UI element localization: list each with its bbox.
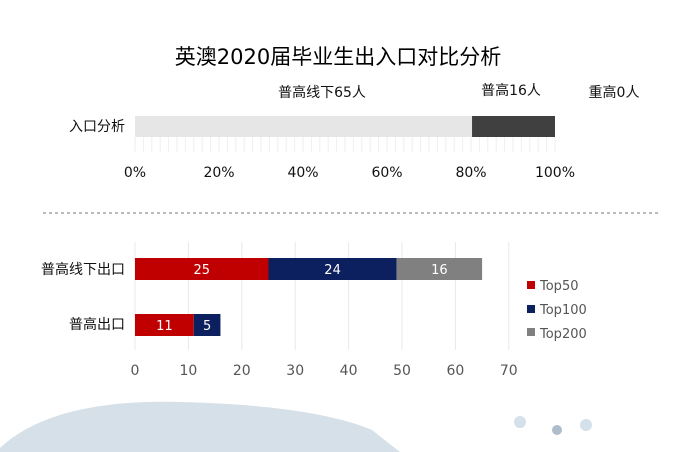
- chart-1-category-label: 入口分析: [69, 119, 125, 135]
- decorative-wave: [0, 401, 400, 452]
- chart-2-data-label: 5: [203, 319, 211, 334]
- legend-swatch-top100: [527, 305, 535, 313]
- legend-swatch-top50: [527, 281, 535, 289]
- chart-2-data-label: 16: [431, 263, 448, 278]
- chart-2-bar-1-top100: [268, 258, 397, 280]
- chart-2-x-tick-label: 40: [340, 363, 358, 379]
- chart-1-series-label-key: 重高0人: [589, 84, 640, 101]
- decorative-dot-2: [552, 425, 562, 435]
- chart-2-x-tick-label: 10: [179, 363, 197, 379]
- chart-2-exit: 25 24 16 11 5 普高线下出口 普高出口 0 10 20 30 40 50 60 70 To…: [41, 242, 587, 379]
- legend-swatch-top200: [527, 328, 535, 336]
- chart-1-x-tick-label: 0%: [124, 165, 146, 181]
- legend-label-top50: Top50: [539, 279, 578, 294]
- chart-2-x-tick-label: 60: [446, 363, 464, 379]
- decorative-dot-1: [514, 416, 526, 428]
- chart-2-x-tick-label: 50: [393, 363, 411, 379]
- legend-label-top200: Top200: [539, 327, 587, 342]
- chart-2-bar-1-top200: [396, 258, 483, 280]
- chart-2-bar-2-top100: [193, 314, 221, 336]
- chart-2-category-label-1: 普高线下出口: [41, 261, 125, 278]
- chart-1-x-tick-label: 20%: [203, 165, 234, 181]
- chart-2-data-label: 25: [193, 263, 210, 278]
- chart-2-x-ticks: 0 10 20 30 40 50 60 70: [131, 363, 518, 379]
- chart-1-bar-2: [472, 116, 555, 137]
- chart-2-bars: 25 24 16 11 5: [135, 258, 483, 336]
- chart-1-series-label-regular: 普高16人: [481, 82, 541, 99]
- legend-label-top100: Top100: [539, 303, 587, 318]
- chart-1-series-label-general: 普高线下65人: [278, 84, 366, 101]
- chart-1-bars: [135, 116, 555, 137]
- chart-1-x-tick-label: 40%: [287, 165, 318, 181]
- chart-2-x-tick-label: 30: [286, 363, 304, 379]
- chart-2-x-tick-label: 20: [233, 363, 251, 379]
- decorative-dot-3: [580, 419, 592, 431]
- chart-1-gridlines: [134, 137, 556, 152]
- chart-1-bar-1: [135, 116, 473, 137]
- chart-1-x-tick-label: 100%: [535, 165, 575, 181]
- chart-title: 英澳2020届毕业生出入口对比分析: [175, 45, 501, 69]
- chart-2-legend: Top50 Top100 Top200: [527, 279, 587, 342]
- chart-1-x-tick-label: 80%: [455, 165, 486, 181]
- chart-1-x-tick-label: 60%: [371, 165, 402, 181]
- chart-1-x-ticks: 0% 20% 40% 60% 80% 100%: [124, 165, 575, 181]
- chart-2-bar-1-top50: [135, 258, 269, 280]
- chart-2-x-tick-label: 0: [131, 363, 140, 379]
- chart-1-entrance: 入口分析 普高线下65人 普高16人 重高0人 0% 20% 40% 60% 80% 10…: [69, 82, 639, 181]
- chart-2-category-label-2: 普高出口: [69, 316, 125, 333]
- chart-2-x-tick-label: 70: [500, 363, 518, 379]
- chart-2-data-label: 24: [324, 263, 341, 278]
- chart-2-bar-2-top50: [135, 314, 194, 336]
- chart-2-data-label: 11: [156, 319, 173, 334]
